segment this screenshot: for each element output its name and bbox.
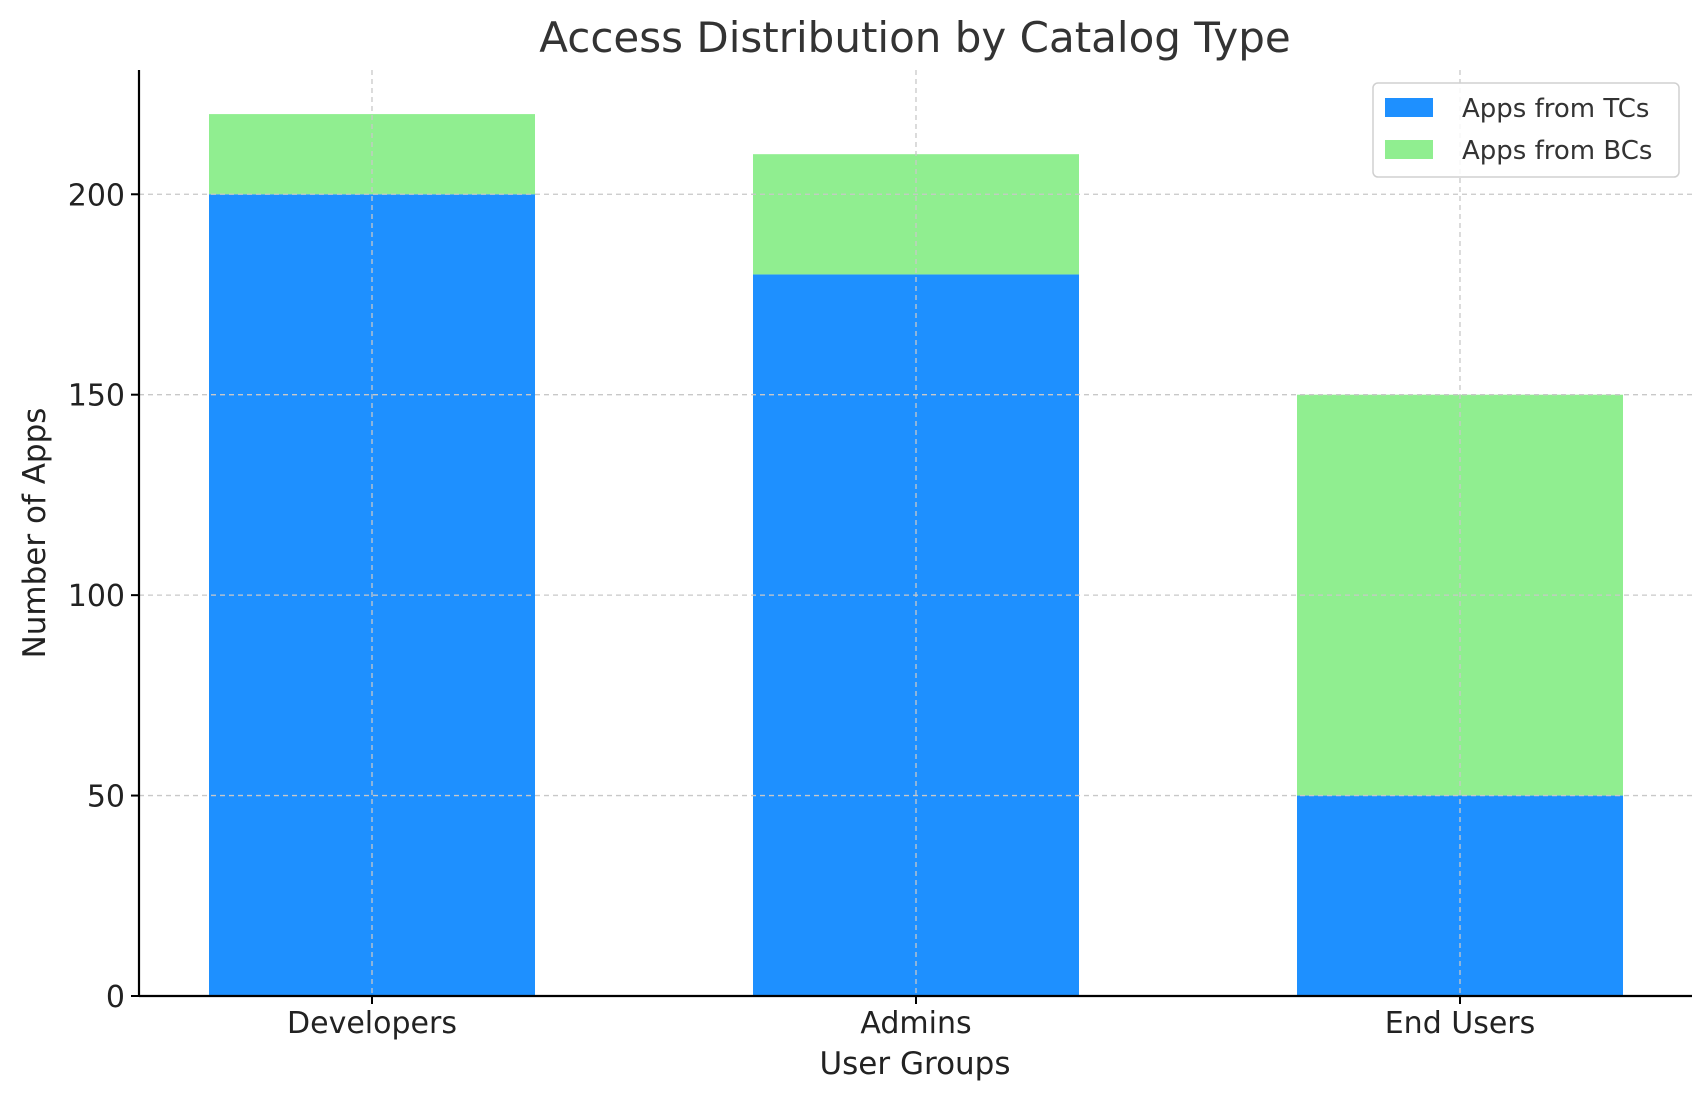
x-tick-label: End Users (1385, 1006, 1536, 1041)
y-tick-label: 100 (68, 579, 125, 614)
y-tick-label: 150 (68, 379, 125, 414)
legend-label-tcs: Apps from TCs (1462, 94, 1649, 124)
x-tick-labels: Developers Admins End Users (287, 996, 1535, 1041)
y-tick-label: 0 (106, 980, 125, 1015)
grid-layer (139, 70, 1692, 996)
y-tick-labels: 0 50 100 150 200 (68, 178, 139, 1015)
y-axis-label: Number of Apps (17, 408, 53, 659)
legend-frame (1372, 82, 1680, 178)
legend: Apps from TCs Apps from BCs (1372, 82, 1680, 178)
chart-title: Access Distribution by Catalog Type (539, 13, 1291, 62)
x-axis-label: User Groups (819, 1046, 1010, 1082)
x-tick-label: Admins (860, 1006, 971, 1041)
legend-label-bcs: Apps from BCs (1462, 136, 1652, 166)
bar-tcs (753, 274, 1079, 997)
legend-swatch-tcs (1385, 98, 1433, 117)
y-tick-label: 50 (87, 780, 125, 815)
legend-swatch-bcs (1385, 140, 1433, 159)
x-tick-label: Developers (287, 1006, 457, 1041)
y-tick-label: 200 (68, 178, 125, 213)
